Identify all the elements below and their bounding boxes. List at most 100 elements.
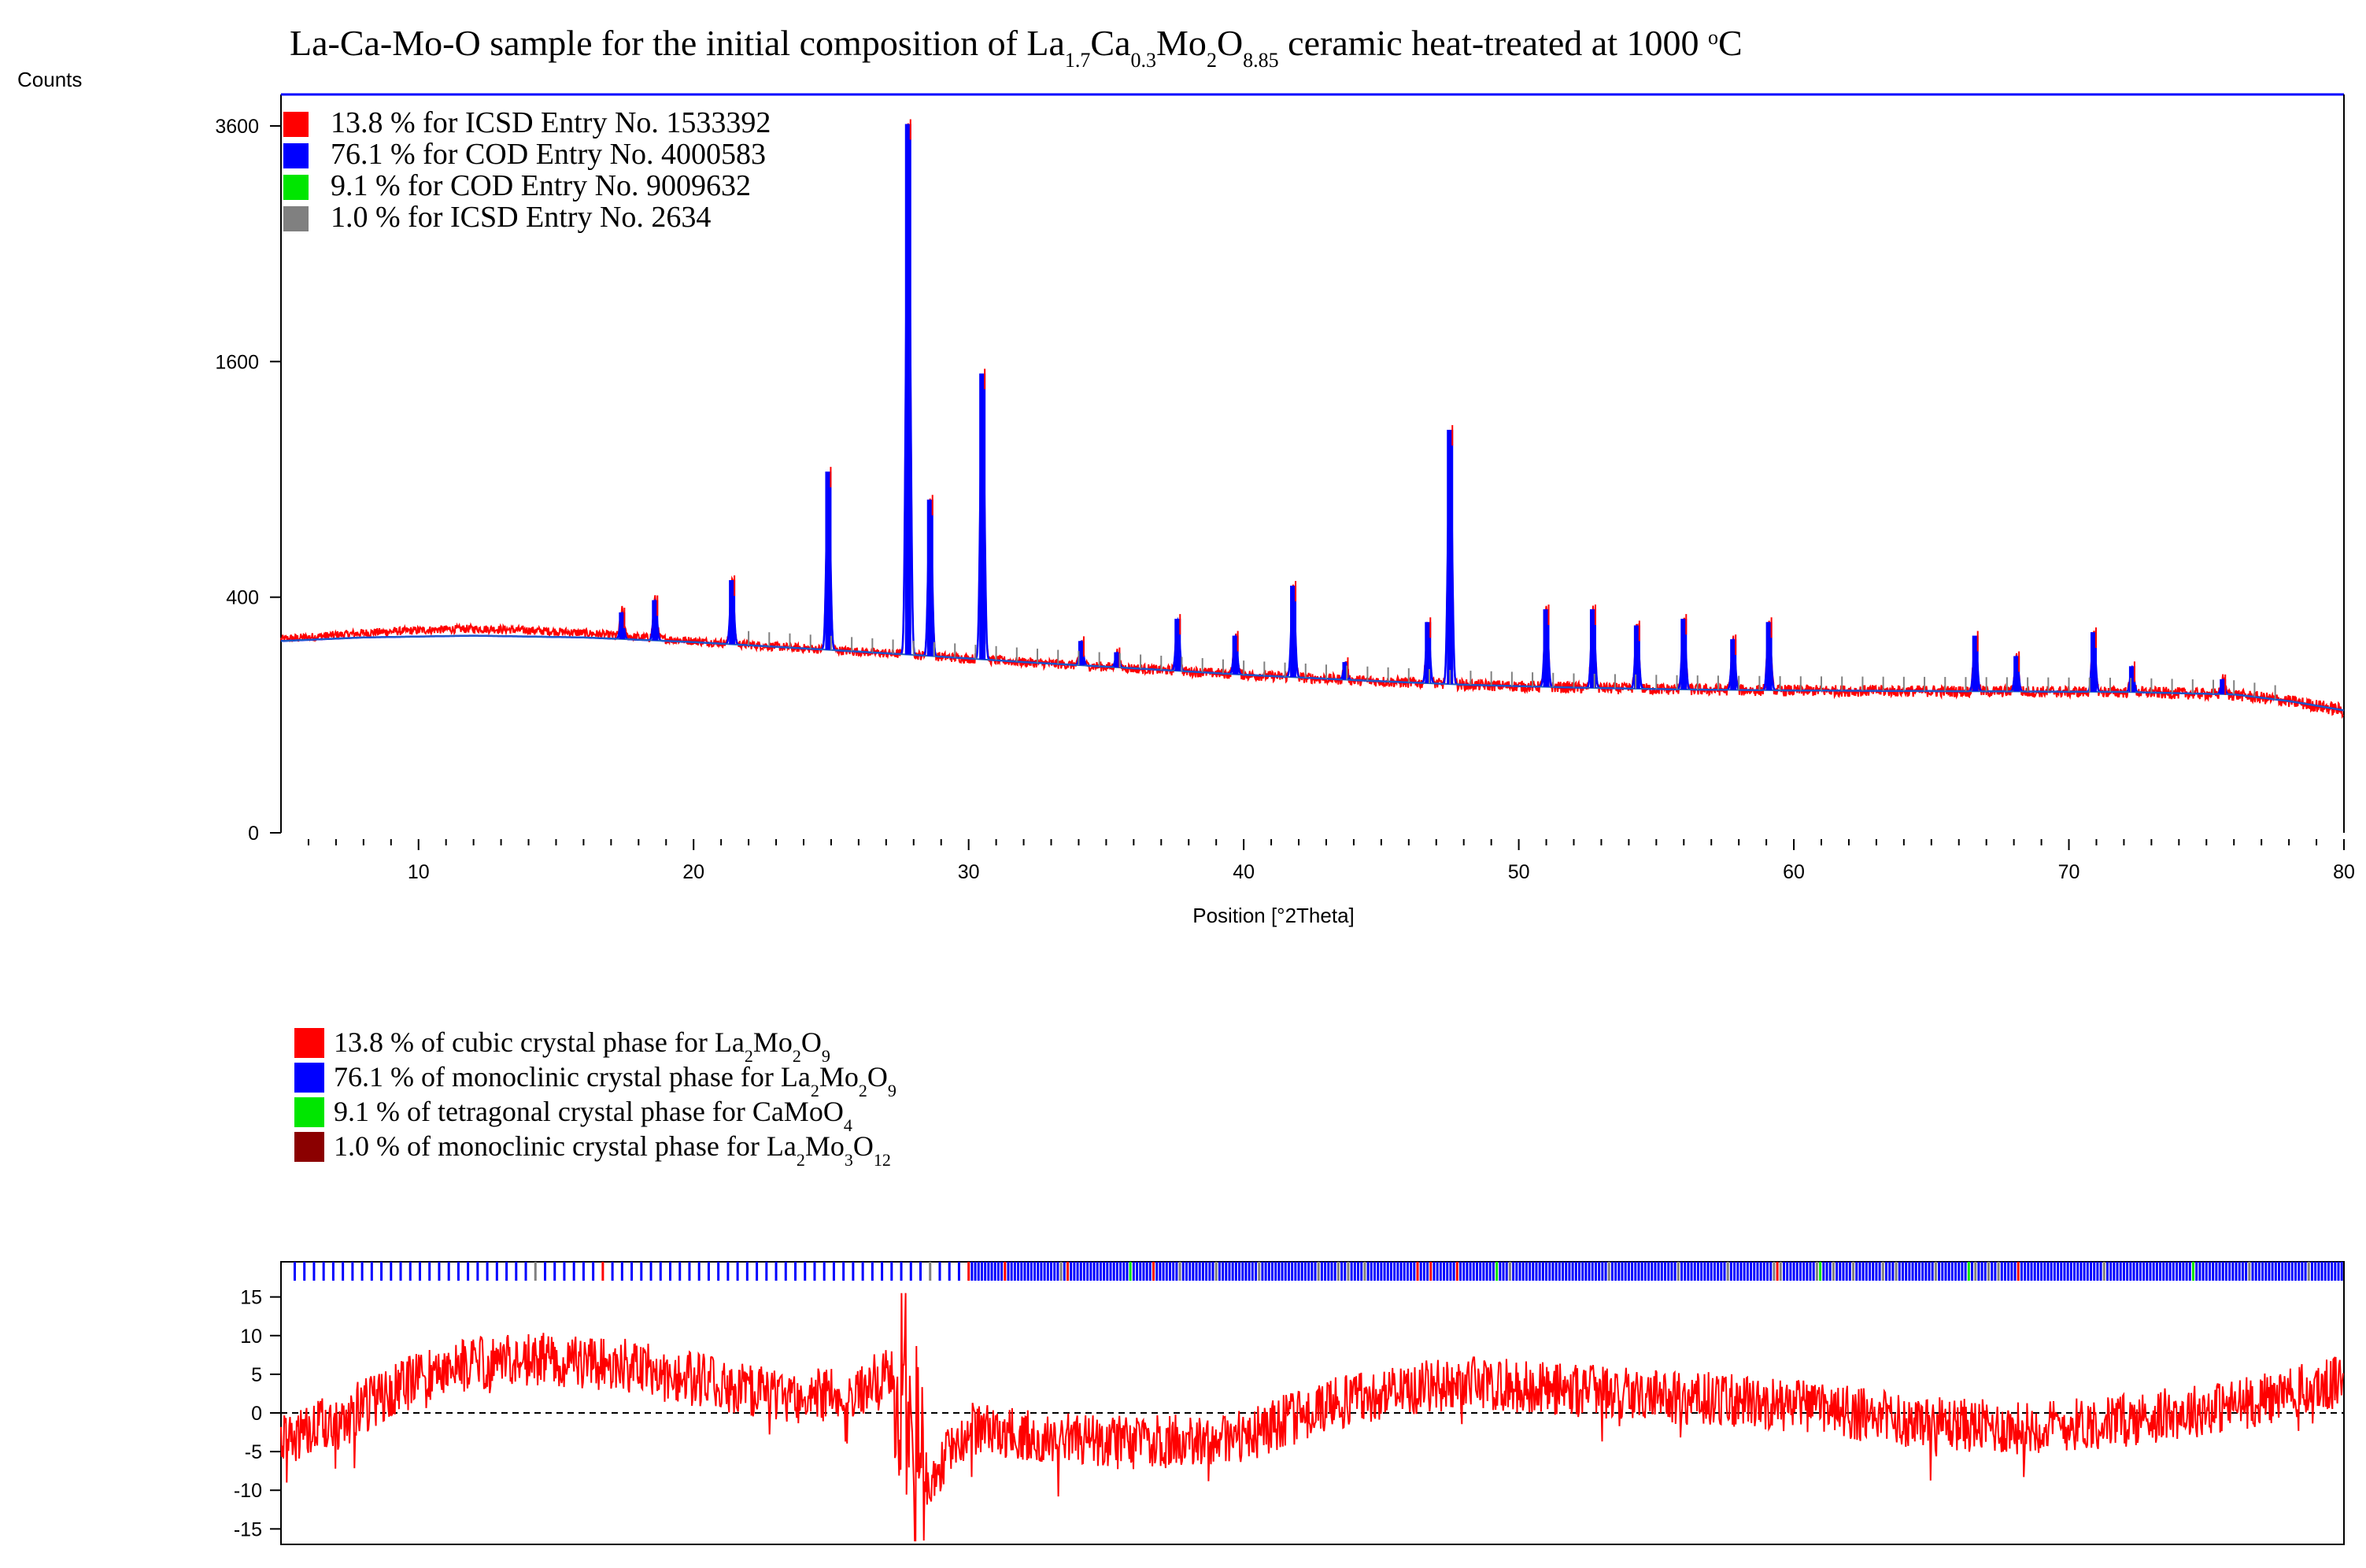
formula-element: Mo (753, 1026, 793, 1058)
formula-element: La (781, 1061, 811, 1093)
peak-bar (729, 580, 736, 645)
peak-bar (1680, 619, 1688, 690)
formula-subscript: 2 (793, 1046, 801, 1066)
legend-swatch (283, 206, 309, 231)
x-tick-label: 50 (1508, 861, 1530, 883)
peak-bar (1174, 619, 1181, 671)
peak-bar (979, 373, 986, 660)
phase-legend: 13.8 % of cubic crystal phase for La2Mo2… (294, 1026, 896, 1170)
peak-bar (2013, 656, 2020, 692)
formula-element: O (853, 1130, 874, 1162)
y-tick-label: 400 (226, 587, 259, 609)
peak-bar (2128, 666, 2135, 693)
legend-label: 9.1 % for COD Entry No. 9009632 (331, 169, 751, 202)
formula-subscript: 12 (874, 1150, 891, 1170)
phase-label: 9.1 % of tetragonal crystal phase for Ca… (334, 1096, 852, 1135)
formula-element: Mo (805, 1130, 845, 1162)
x-tick-label: 30 (958, 861, 980, 883)
x-tick-label: 70 (2058, 861, 2080, 883)
formula-element: CaMoO (752, 1096, 844, 1127)
phase-text: 1.0 % of monoclinic crystal phase for (334, 1130, 767, 1162)
peak-bar (1078, 641, 1085, 666)
x-axis: 10 20 30 40 50 60 70 80 (307, 839, 2355, 883)
x-tick-label: 40 (1233, 861, 1255, 883)
phase-swatch (294, 1028, 324, 1058)
phase-text: 76.1 % of monoclinic crystal phase for (334, 1061, 781, 1093)
formula-element: O (867, 1061, 888, 1093)
y-tick-label: 0 (248, 823, 259, 845)
peak-set (619, 119, 2276, 700)
background-line (280, 634, 2345, 712)
peak-bar (2220, 679, 2227, 694)
peak-bar (1447, 430, 1454, 685)
y-axis-label: Counts (17, 68, 82, 91)
formula-subscript: 2 (811, 1081, 819, 1100)
formula-subscript: 4 (844, 1115, 852, 1135)
peak-bar (1589, 609, 1596, 688)
formula-element: O (801, 1026, 822, 1058)
peak-bar (619, 612, 626, 639)
peak-bar (1232, 635, 1239, 675)
formula-subscript: 2 (859, 1081, 867, 1100)
peak-bar (1543, 609, 1550, 687)
legend-swatch (283, 112, 309, 137)
peak-bar (825, 472, 832, 650)
phase-label: 76.1 % of monoclinic crystal phase for L… (334, 1061, 896, 1100)
peak-bar (1765, 622, 1773, 690)
formula-subscript: 2 (745, 1046, 753, 1066)
phase-label: 1.0 % of monoclinic crystal phase for La… (334, 1130, 891, 1170)
x-axis-label: Position [°2Theta] (1192, 904, 1355, 927)
legend-label: 13.8 % for ICSD Entry No. 1533392 (331, 106, 771, 139)
diff-y-tick-label: 0 (251, 1403, 262, 1425)
legend-label: 76.1 % for COD Entry No. 4000583 (331, 138, 766, 171)
peak-bar (1290, 586, 1297, 678)
difference-line (280, 1292, 2344, 1542)
phase-text: 13.8 % of cubic crystal phase for (334, 1026, 715, 1058)
diff-y-tick-label: 10 (240, 1326, 262, 1348)
x-tick-label: 20 (682, 861, 704, 883)
formula-element: La (715, 1026, 745, 1058)
peak-bar (1633, 625, 1640, 689)
x-tick-label: 10 (408, 861, 430, 883)
diff-y-tick-label: 15 (240, 1287, 262, 1309)
peak-bar (926, 499, 933, 656)
peak-bar (1972, 635, 1979, 692)
formula-subscript: 9 (822, 1046, 830, 1066)
difference-curve (280, 1292, 2344, 1542)
peak-bar (1342, 662, 1349, 680)
peak-bar (904, 124, 911, 655)
chart-title: La-Ca-Mo-O sample for the initial compos… (290, 23, 1743, 72)
y-axis: 0 400 1600 3600 (215, 93, 2345, 845)
phase-swatch (294, 1097, 324, 1127)
legend-swatch (283, 143, 309, 168)
phase-label: 13.8 % of cubic crystal phase for La2Mo2… (334, 1026, 830, 1066)
diff-y-tick-label: -5 (245, 1441, 262, 1463)
x-tick-label: 80 (2333, 861, 2355, 883)
diff-y-tick-label: 5 (251, 1364, 262, 1386)
difference-frame (280, 1261, 2345, 1545)
legend-label: 1.0 % for ICSD Entry No. 2634 (331, 201, 711, 234)
peak-bar (1114, 652, 1121, 668)
peak-bar (2090, 632, 2097, 692)
x-tick-label: 60 (1783, 861, 1805, 883)
phase-text: 9.1 % of tetragonal crystal phase for (334, 1096, 752, 1127)
peak-bar (652, 600, 659, 641)
main-plot: 0 400 1600 3600 10 20 30 40 50 60 70 80 13.8 % for… (215, 93, 2355, 883)
phase-swatch (294, 1063, 324, 1093)
legend-swatch (283, 175, 309, 200)
formula-subscript: 2 (797, 1150, 805, 1170)
diff-y-tick-label: -10 (234, 1480, 262, 1502)
y-tick-label: 3600 (215, 116, 259, 138)
y-tick-label: 1600 (215, 351, 259, 373)
peak-bar (1425, 622, 1432, 683)
reflection-markers (293, 1262, 2343, 1281)
formula-subscript: 3 (845, 1150, 853, 1170)
diff-y-tick-label: -15 (234, 1518, 262, 1540)
formula-element: La (767, 1130, 797, 1162)
phase-swatch (294, 1132, 324, 1162)
peak-bar (1730, 639, 1737, 690)
difference-plot: -15 -10 -5 0 5 10 15 (234, 1261, 2345, 1545)
formula-element: Mo (819, 1061, 859, 1093)
